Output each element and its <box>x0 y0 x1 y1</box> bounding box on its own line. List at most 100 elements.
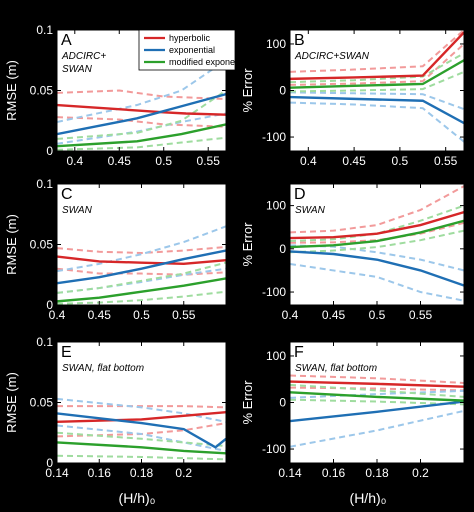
panel-c-modified-exponential-lower-bound <box>57 290 226 305</box>
panel-e-y-tick-label: 0 <box>46 456 53 470</box>
panel-b-hyperbolic-line <box>290 31 464 81</box>
panel-c-hyperbolic-line <box>57 255 226 266</box>
panel-a-x-tick-label: 0.55 <box>197 154 221 168</box>
panel-d-y-tick-label: 100 <box>266 199 286 213</box>
panel-e-x-tick-label: 0.2 <box>175 466 192 480</box>
panel-b-annotation: ADCIRC+SWAN <box>294 51 370 62</box>
panel-a-series-group <box>57 59 226 151</box>
panel-d-x-tick-label: 0.45 <box>322 308 346 322</box>
panel-c-x-tick-label: 0.45 <box>88 308 112 322</box>
panel-e-modified-exponential-upper-bound <box>57 431 226 448</box>
panel-e-exponential-line <box>57 412 226 449</box>
panel-b-modified-exponential-lower-bound <box>290 70 464 93</box>
panel-e-series-group <box>57 397 226 461</box>
panel-a-y-tick-label: 0.1 <box>36 23 53 37</box>
panel-b-letter: B <box>294 32 305 49</box>
panel-d-exponential-line <box>290 250 464 287</box>
panel-d-y-tick-label: -100 <box>262 285 286 299</box>
panel-c-y-tick-label: 0.05 <box>30 238 54 252</box>
panel-b: 0.4 0.45 0.5 0.55 -100 0 100 % Error B ADCIRC+SWA… <box>240 29 465 168</box>
panel-e-exponential-upper-bound <box>57 397 226 423</box>
panel-b-x-tick-label: 0.4 <box>300 154 317 168</box>
panel-c-y-tick-label: 0 <box>46 298 53 312</box>
panel-c-letter: C <box>61 186 73 203</box>
panel-f: 0.14 0.16 0.18 0.2 -100 0 100 % Error F SWAN, fla… <box>240 341 465 480</box>
legend: hyperbolic exponential modified exponent… <box>138 29 252 71</box>
panel-b-hyperbolic-lower-bound <box>290 43 464 86</box>
panel-d-annotation: SWAN <box>295 205 326 216</box>
panel-c-x-tick-label: 0.5 <box>133 308 150 322</box>
panel-f-x-tick-label: 0.14 <box>278 466 302 480</box>
shared-x-axis-label-right: (H/h)₀ <box>350 490 387 506</box>
panel-c-y-axis-label: RMSE (m) <box>4 214 19 275</box>
panel-a-annotation: ADCIRC+ <box>61 51 106 62</box>
panel-c-modified-exponential-upper-bound <box>57 261 226 294</box>
panel-a-x-tick-label: 0.45 <box>108 154 132 168</box>
panel-c-hyperbolic-lower-bound <box>57 267 226 276</box>
legend-label-hyperbolic: hyperbolic <box>169 33 211 43</box>
panel-b-hyperbolic-upper-bound <box>290 30 464 73</box>
panel-c-modified-exponential-line <box>57 277 226 303</box>
panel-f-modified-exponential-upper-bound <box>290 383 464 398</box>
panel-f-x-tick-label: 0.18 <box>365 466 389 480</box>
panel-d-series-group <box>290 185 464 302</box>
panel-e-y-tick-label: 0.05 <box>30 396 54 410</box>
panel-d-x-tick-label: 0.4 <box>282 308 299 322</box>
panel-a-y-tick-label: 0 <box>46 144 53 158</box>
panel-b-exponential-line <box>290 95 464 125</box>
panel-c-exponential-lower-bound <box>57 267 226 294</box>
panel-e-x-tick-label: 0.14 <box>45 466 69 480</box>
panel-f-y-tick-label: 100 <box>266 349 286 363</box>
panel-b-y-axis-label: % Error <box>240 68 255 113</box>
panel-a-hyperbolic-line <box>57 103 226 116</box>
panel-a-modified-exponential-line <box>57 123 226 148</box>
panel-a-letter: A <box>61 32 72 49</box>
panel-f-hyperbolic-lower-bound <box>290 386 464 392</box>
panel-b-plot-area <box>290 30 464 151</box>
panel-e-x-tick-label: 0.18 <box>130 466 154 480</box>
panel-a-hyperbolic-upper-bound <box>57 89 226 100</box>
panel-e-exponential-lower-bound <box>57 424 226 452</box>
panel-a-y-tick-label: 0.05 <box>30 84 54 98</box>
panel-f-hyperbolic-line <box>290 380 464 388</box>
panel-d-y-axis-label: % Error <box>240 222 255 267</box>
panel-e: 0.14 0.16 0.18 0.2 0 0.05 0.1 RMSE (m) E SWAN, fl… <box>4 335 227 480</box>
panel-b-x-tick-label: 0.5 <box>392 154 409 168</box>
panel-e-y-axis-label: RMSE (m) <box>4 372 19 433</box>
panel-e-modified-exponential-line <box>57 441 226 455</box>
panel-f-y-axis-label: % Error <box>240 380 255 425</box>
panel-a-y-axis-label: RMSE (m) <box>4 60 19 121</box>
panel-d-hyperbolic-lower-bound <box>290 221 464 244</box>
panel-a-annotation: SWAN <box>62 64 93 75</box>
panel-f-y-tick-label: 0 <box>279 396 286 410</box>
panel-d-plot-area <box>290 184 464 305</box>
panel-c-annotation: SWAN <box>62 205 93 216</box>
panel-c-x-tick-label: 0.55 <box>172 308 196 322</box>
panel-d: 0.4 0.45 0.5 0.55 -100 0 100 % Error D SWAN <box>240 183 465 322</box>
panel-f-modified-exponential-lower-bound <box>290 398 464 406</box>
panel-f-annotation: SWAN, flat bottom <box>295 363 377 374</box>
panel-f-x-tick-label: 0.2 <box>412 466 429 480</box>
panel-b-x-tick-label: 0.45 <box>342 154 366 168</box>
panel-b-exponential-upper-bound <box>290 91 464 111</box>
panel-f-exponential-upper-bound <box>290 389 464 399</box>
panel-b-y-tick-label: -100 <box>262 130 286 144</box>
panel-f-exponential-line <box>290 400 464 423</box>
panel-a-hyperbolic-lower-bound <box>57 116 226 128</box>
panel-e-hyperbolic-upper-bound <box>57 405 226 409</box>
panel-b-series-group <box>290 30 464 143</box>
panel-d-x-tick-label: 0.55 <box>409 308 433 322</box>
panel-f-plot-area <box>290 342 464 463</box>
shared-x-axis-label-left: (H/h)₀ <box>119 490 156 506</box>
panel-a-x-tick-label: 0.4 <box>66 154 83 168</box>
panel-c-plot-area <box>57 184 226 305</box>
panel-a-exponential-upper-bound <box>57 59 226 123</box>
panel-e-modified-exponential-lower-bound <box>57 454 226 461</box>
panel-d-hyperbolic-line <box>290 210 464 240</box>
panel-d-x-tick-label: 0.5 <box>369 308 386 322</box>
panel-c-exponential-line <box>57 249 226 285</box>
panel-a-modified-exponential-lower-bound <box>57 136 226 151</box>
panel-c-series-group <box>57 225 226 305</box>
panel-c-y-tick-label: 0.1 <box>36 177 53 191</box>
